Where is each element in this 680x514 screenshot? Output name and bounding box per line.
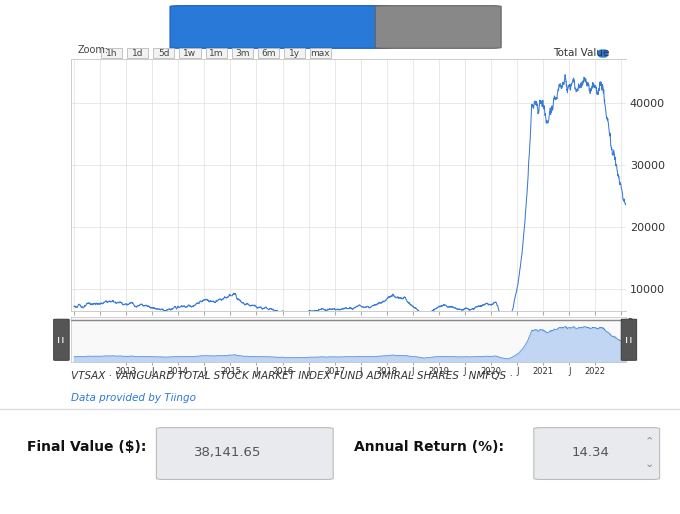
Text: Data provided by Tiingo: Data provided by Tiingo	[71, 393, 197, 403]
Text: max: max	[311, 48, 330, 58]
FancyBboxPatch shape	[309, 48, 330, 59]
Text: VTSAX · VANGUARD TOTAL STOCK MARKET INDEX FUND ADMIRAL SHARES · NMFQS ·: VTSAX · VANGUARD TOTAL STOCK MARKET INDE…	[71, 372, 516, 381]
Text: 1y: 1y	[288, 48, 300, 58]
Text: 1h: 1h	[106, 48, 118, 58]
Text: Zoom:: Zoom:	[78, 45, 109, 56]
FancyBboxPatch shape	[180, 48, 201, 59]
Text: ❙❙: ❙❙	[624, 337, 634, 343]
FancyBboxPatch shape	[156, 428, 333, 480]
Text: 38,141.65: 38,141.65	[194, 446, 261, 459]
FancyBboxPatch shape	[101, 48, 122, 59]
FancyBboxPatch shape	[258, 48, 279, 59]
FancyBboxPatch shape	[375, 6, 501, 48]
FancyBboxPatch shape	[534, 428, 660, 480]
FancyBboxPatch shape	[232, 48, 253, 59]
FancyBboxPatch shape	[284, 48, 305, 59]
FancyBboxPatch shape	[127, 48, 148, 59]
Text: ⌄: ⌄	[645, 460, 654, 469]
Text: Total Value: Total Value	[553, 48, 609, 58]
Text: Final Value ($):: Final Value ($):	[27, 440, 147, 454]
Text: 5d: 5d	[158, 48, 170, 58]
FancyBboxPatch shape	[170, 6, 391, 48]
Text: 1w: 1w	[184, 48, 197, 58]
Text: ❙❙: ❙❙	[56, 337, 67, 343]
Text: 3m: 3m	[235, 48, 250, 58]
Text: Calculate Return: Calculate Return	[218, 20, 343, 32]
FancyBboxPatch shape	[54, 319, 69, 360]
Text: ⌃: ⌃	[645, 437, 654, 447]
Text: Annual Return (%):: Annual Return (%):	[354, 440, 504, 454]
Text: 1d: 1d	[132, 48, 143, 58]
Text: 6m: 6m	[261, 48, 275, 58]
FancyBboxPatch shape	[621, 319, 636, 360]
FancyBboxPatch shape	[154, 48, 175, 59]
Text: Reset: Reset	[418, 20, 460, 32]
Text: 14.34: 14.34	[571, 446, 609, 459]
Text: 1m: 1m	[209, 48, 223, 58]
FancyBboxPatch shape	[205, 48, 226, 59]
